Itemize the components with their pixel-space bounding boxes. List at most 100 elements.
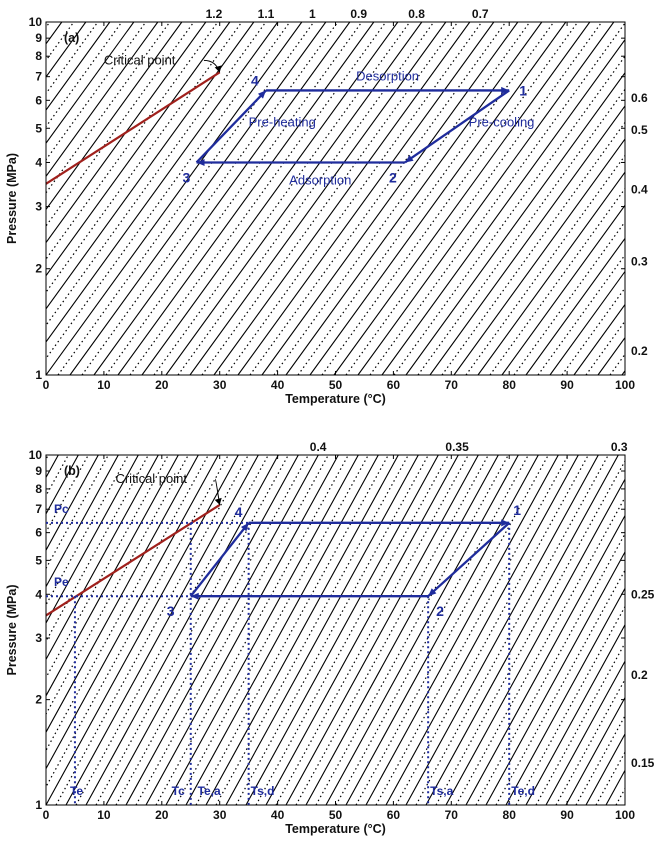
- isostere-solid: [65, 455, 259, 805]
- cycle-point-label: 1: [519, 82, 527, 98]
- isostere-solid: [445, 478, 625, 805]
- isostere-solid: [225, 455, 419, 805]
- isostere-solid: [205, 455, 399, 805]
- critical-point-arrowhead: [214, 65, 222, 73]
- isostere-solid: [626, 455, 654, 805]
- y-axis-label: Pressure (MPa): [5, 153, 19, 244]
- chart-panel-b: 0 10 20 30 40 50 60 70 80 90 100 1 2 3 4 5 6 7 8 9 10 Tempera…: [5, 440, 654, 836]
- isostere-dotted: [249, 22, 507, 375]
- isostere-solid: [165, 22, 423, 375]
- pressure-marker-label: Pc: [54, 502, 69, 516]
- isostere-solid: [381, 38, 625, 375]
- y-tick-label: 4: [35, 155, 42, 169]
- isostere-solid: [213, 22, 471, 375]
- temperature-marker-label: Te: [70, 784, 83, 798]
- isostere-solid: [185, 455, 379, 805]
- process-label-precooling: Pre-cooling: [469, 115, 535, 130]
- x-axis-label: Temperature (°C): [285, 392, 386, 406]
- isostere-solid: [425, 455, 619, 805]
- cycle-arrowhead: [190, 592, 199, 600]
- cycle-point-label: 3: [167, 603, 175, 619]
- isostere-dotted: [195, 455, 389, 805]
- temperature-marker-label: Te,d: [511, 784, 535, 798]
- isostere-dotted: [273, 22, 531, 375]
- isostere-lines: [46, 455, 654, 805]
- x-tick-label: 20: [155, 378, 169, 392]
- cycle-arrowhead: [428, 588, 437, 597]
- isostere-dotted: [455, 496, 625, 805]
- y-tick-label: 4: [35, 587, 42, 601]
- isostere-solid: [385, 455, 579, 805]
- isostere-label-top: 0.7: [472, 7, 489, 21]
- isostere-solid: [525, 237, 625, 375]
- cycle-point-label: 1: [513, 502, 521, 518]
- isostere-label-right: 0.3: [631, 254, 648, 268]
- isostere-dotted: [129, 22, 387, 375]
- x-tick-label: 70: [445, 378, 459, 392]
- isostere-solid: [565, 696, 625, 805]
- cycle-arrowhead: [501, 519, 510, 527]
- x-tick-label: 40: [271, 808, 285, 822]
- critical-point-leader: [203, 59, 221, 73]
- x-tick-label: 40: [271, 378, 285, 392]
- isostere-solid: [345, 455, 539, 805]
- isostere-solid: [46, 22, 279, 343]
- cycle-point-label: 4: [251, 72, 259, 88]
- x-tick-label: 50: [329, 808, 343, 822]
- temperature-marker-label: Te,a: [198, 784, 221, 798]
- isostere-dotted: [81, 22, 339, 375]
- isostere-dotted: [315, 455, 509, 805]
- isostere-solid: [453, 138, 625, 375]
- y-tick-label: 8: [35, 49, 42, 63]
- x-tick-label: 70: [445, 808, 459, 822]
- temperature-marker-label: Tc: [172, 784, 185, 798]
- pressure-marker-label: Pe: [54, 575, 69, 589]
- x-tick-label: 100: [615, 378, 635, 392]
- isostere-solid: [117, 22, 375, 375]
- cycle-arrowhead: [404, 155, 414, 163]
- isostere-solid: [325, 455, 519, 805]
- isostere-dotted: [46, 22, 267, 327]
- isostere-dotted: [235, 455, 429, 805]
- isostere-dotted: [465, 154, 625, 375]
- isostere-lines: [0, 22, 625, 375]
- isostere-solid: [46, 22, 231, 277]
- isostere-solid: [485, 550, 625, 805]
- y-tick-label: 1: [35, 368, 42, 382]
- y-tick-label: 9: [35, 464, 42, 478]
- y-tick-label: 8: [35, 482, 42, 496]
- isostere-solid: [46, 455, 219, 770]
- isostere-label-right: 0.5: [631, 123, 648, 137]
- saturation-line: [45, 71, 221, 185]
- x-tick-label: 0: [43, 808, 50, 822]
- isostere-solid: [305, 455, 499, 805]
- cycle-point-label: 3: [183, 169, 191, 185]
- isostere-solid: [46, 22, 159, 178]
- y-tick-label: 7: [35, 70, 42, 84]
- isostere-solid: [46, 455, 199, 734]
- isostere-solid: [145, 455, 339, 805]
- x-tick-label: 10: [97, 378, 111, 392]
- isostere-dotted: [155, 455, 349, 805]
- isostere-solid: [46, 22, 135, 145]
- critical-point-label: Critical point: [115, 471, 187, 486]
- isostere-dotted: [115, 455, 309, 805]
- y-axis-label: Pressure (MPa): [5, 584, 19, 675]
- isostere-dotted: [345, 22, 603, 375]
- y-tick-label: 9: [35, 31, 42, 45]
- isostere-solid: [465, 514, 625, 805]
- cycle-point-label: 4: [235, 504, 243, 520]
- x-axis-label: Temperature (°C): [285, 822, 386, 836]
- isostere-solid: [69, 22, 327, 375]
- isostere-dotted: [393, 55, 625, 375]
- isostere-dotted: [275, 455, 469, 805]
- isostere-dotted: [0, 22, 2, 375]
- isostere-solid: [477, 171, 625, 375]
- isostere-solid: [265, 455, 459, 805]
- isostere-dotted: [297, 22, 555, 375]
- cycle: 1 2 3 4 Desorption Pre-cooling Adsorption Pre-h…: [183, 68, 535, 187]
- isostere-dotted: [46, 455, 189, 716]
- isostere-label-top: 0.4: [310, 440, 327, 454]
- isostere-label-top: 1.2: [206, 7, 223, 21]
- cycle-arrowhead: [196, 158, 205, 166]
